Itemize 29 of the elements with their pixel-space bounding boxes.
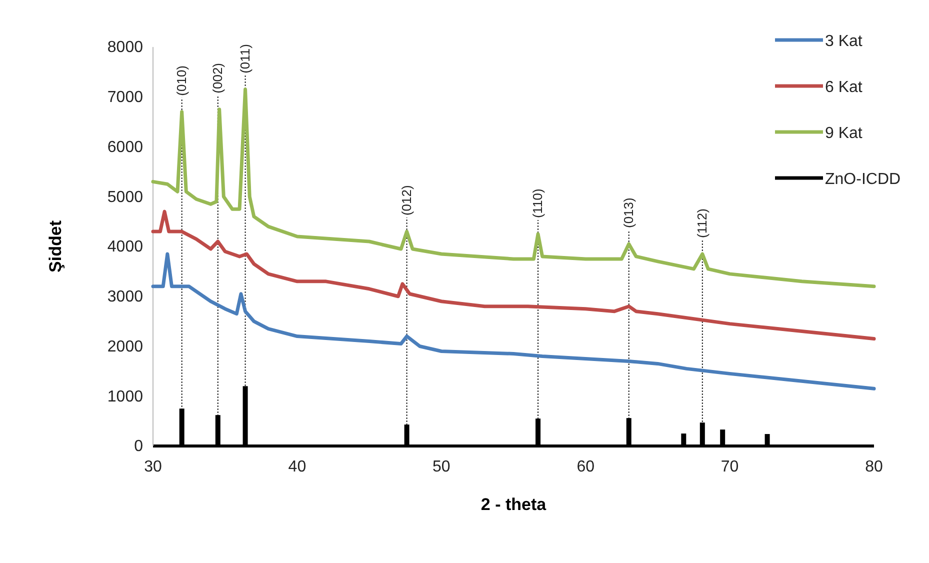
y-tick-label: 4000 [107,238,144,256]
y-tick-label: 1000 [107,388,144,406]
annotation: (010) [174,65,189,96]
x-axis-title: 2 - theta [480,495,547,514]
line-series [151,252,876,390]
y-tick-label: 0 [134,438,144,456]
x-tick-label: 50 [432,458,450,476]
annotation: (112) [694,208,710,238]
y-tick-label: 7000 [107,88,144,106]
y-tick-label: 6000 [107,138,144,156]
x-tick-label: 70 [720,458,739,476]
legend-label: 3 Kat [825,33,863,50]
legend-label: ZnO-ICDD [825,171,901,188]
legend-label: 6 Kat [825,79,863,96]
x-tick-label: 80 [865,458,883,476]
legend-label: 9 Kat [825,125,863,142]
annotation: (013) [620,198,636,228]
annotation: (011) [237,44,252,74]
y-axis-title: Şiddet [46,220,65,272]
y-tick-label: 5000 [107,188,144,206]
y-tick-label: 8000 [107,39,144,56]
annotation: (002) [210,62,225,94]
x-tick-label: 30 [144,458,162,476]
annotation: (110) [530,188,546,218]
annotation: (012) [398,185,414,216]
y-tick-label: 3000 [107,288,144,306]
x-tick-label: 60 [576,458,595,476]
y-tick-label: 2000 [107,338,144,356]
x-tick-label: 40 [288,458,306,476]
